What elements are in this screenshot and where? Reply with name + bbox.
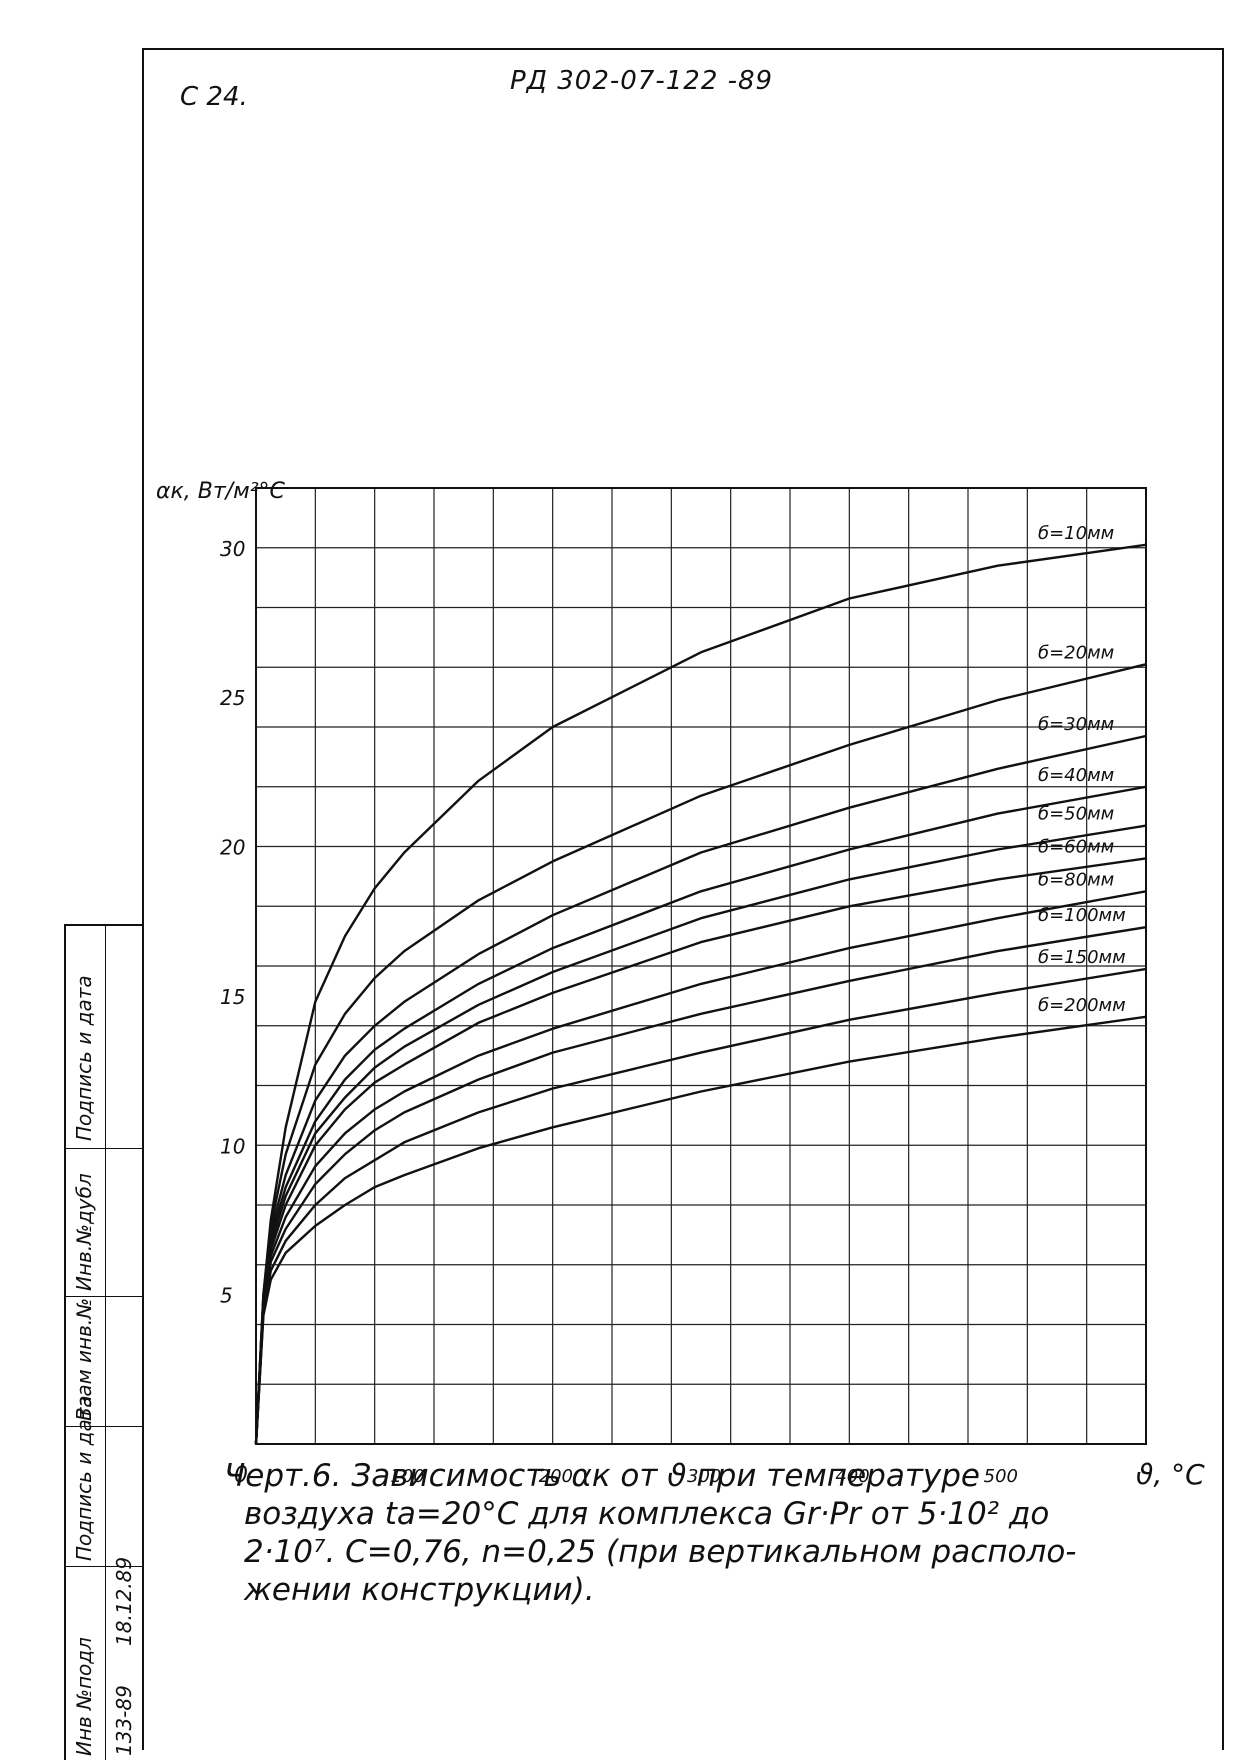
- stamp-value-inventory: 133-89: [112, 1685, 136, 1756]
- caption-line: Черт.6. Зависимость αк от ϑ при температ…: [224, 1458, 980, 1494]
- stamp-label-signature-2: Подпись и дата: [72, 975, 96, 1141]
- stamp-label-replacement: Взам инв.№: [72, 1297, 96, 1421]
- document-code: РД 302-07-122 -89: [510, 66, 774, 96]
- y-tick-label: 15: [220, 985, 245, 1009]
- stamp-row-divider: [66, 1566, 144, 1567]
- stamp-block: Инв №подл Подпись и дата Взам инв.№ Инв.…: [64, 924, 144, 1760]
- caption-line: воздуха tа=20°С для комплекса Gr·Pr от 5…: [244, 1496, 1050, 1532]
- stamp-label-duplicate: Инв.№дубл: [72, 1173, 96, 1291]
- series-line: [254, 1015, 1147, 1445]
- x-tick-label: 300: [687, 1466, 721, 1487]
- x-axis-label: ϑ, °С: [1136, 1458, 1205, 1491]
- series-line: [254, 785, 1147, 1445]
- series-line: [254, 890, 1147, 1445]
- series-label: б=80мм: [1038, 869, 1114, 890]
- y-tick-label: 5: [220, 1284, 233, 1308]
- series-line: [254, 967, 1147, 1445]
- y-tick-label: 30: [220, 537, 245, 561]
- y-tick-label: 25: [220, 686, 245, 710]
- series-line: [254, 734, 1147, 1445]
- plot-frame: [255, 487, 1147, 1445]
- series-line: [254, 857, 1147, 1445]
- stamp-value-date: 18.12.89: [112, 1556, 136, 1646]
- series-label: б=10мм: [1038, 523, 1114, 544]
- page-number: С 24.: [180, 82, 248, 112]
- chart-grid: [255, 487, 1147, 1445]
- caption-line: жении конструкции).: [244, 1572, 595, 1608]
- series-label: б=60мм: [1038, 836, 1114, 857]
- series-label: б=200мм: [1038, 995, 1126, 1016]
- series-label: б=40мм: [1038, 765, 1114, 786]
- stamp-row-divider: [66, 1296, 144, 1297]
- stamp-row-divider: [66, 1426, 144, 1427]
- y-axis-label: αк, Вт/м²°С: [156, 479, 286, 504]
- x-tick-label: 400: [835, 1466, 869, 1487]
- sheet-border: [142, 48, 1224, 1750]
- x-tick-label: 200: [539, 1466, 573, 1487]
- series-label: б=150мм: [1038, 947, 1126, 968]
- series-label: б=50мм: [1038, 804, 1114, 825]
- series-line: [254, 663, 1147, 1445]
- stamp-row-divider: [66, 1148, 144, 1149]
- chart-series: [254, 543, 1147, 1445]
- series-line: [254, 543, 1147, 1445]
- series-label: б=100мм: [1038, 905, 1126, 926]
- series-line: [254, 824, 1147, 1445]
- series-label: б=20мм: [1038, 642, 1114, 663]
- x-tick-label: 100: [390, 1466, 424, 1487]
- chart-labels: б=10мм б=20мм б=30мм б=40мм б=50мм б=60мм б=80…: [1038, 523, 1126, 1016]
- x-tick-label: 500: [984, 1466, 1018, 1487]
- stamp-label-inventory: Инв №подл: [72, 1637, 96, 1756]
- stamp-column-divider: [105, 926, 106, 1760]
- x-tick-label: 0: [234, 1463, 248, 1488]
- y-tick-label: 10: [220, 1134, 245, 1158]
- series-label: б=30мм: [1038, 714, 1114, 735]
- caption-line: 2·10⁷. С=0,76, n=0,25 (при вертикальном …: [244, 1534, 1077, 1570]
- series-line: [254, 926, 1147, 1445]
- chart-ticks: 0 100 200 300 400 500 5 10 15 20 25 30: [220, 537, 1018, 1488]
- y-tick-label: 20: [220, 836, 245, 860]
